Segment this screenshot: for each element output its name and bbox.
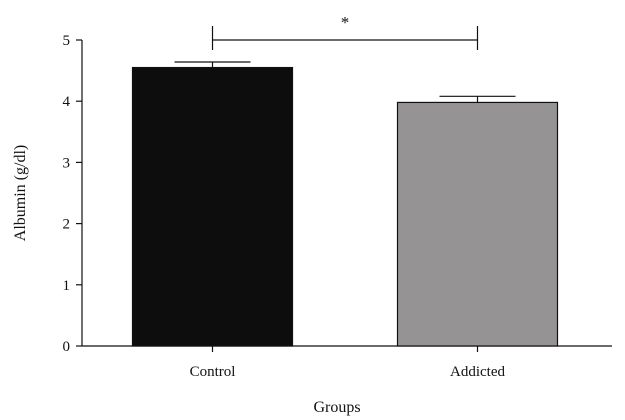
significance-bracket: * — [211, 13, 479, 50]
x-tick-label: Addicted — [450, 364, 505, 380]
bar-addicted — [396, 101, 559, 347]
y-axis-label: Albumin (g/dl) — [12, 145, 29, 241]
y-tick-label: 3 — [63, 155, 71, 171]
y-tick-label: 5 — [63, 33, 71, 49]
y-tick-label: 2 — [63, 217, 71, 233]
x-tick-label: Control — [190, 364, 236, 380]
y-tick-label: 0 — [63, 339, 71, 355]
chart-bars — [131, 66, 559, 347]
chart-error-bars — [174, 61, 516, 103]
x-axis-label: Groups — [313, 399, 360, 416]
bar-control — [131, 66, 294, 347]
y-tick-label: 1 — [63, 278, 71, 294]
y-tick-label: 4 — [63, 94, 71, 110]
significance-label: * — [341, 13, 350, 32]
